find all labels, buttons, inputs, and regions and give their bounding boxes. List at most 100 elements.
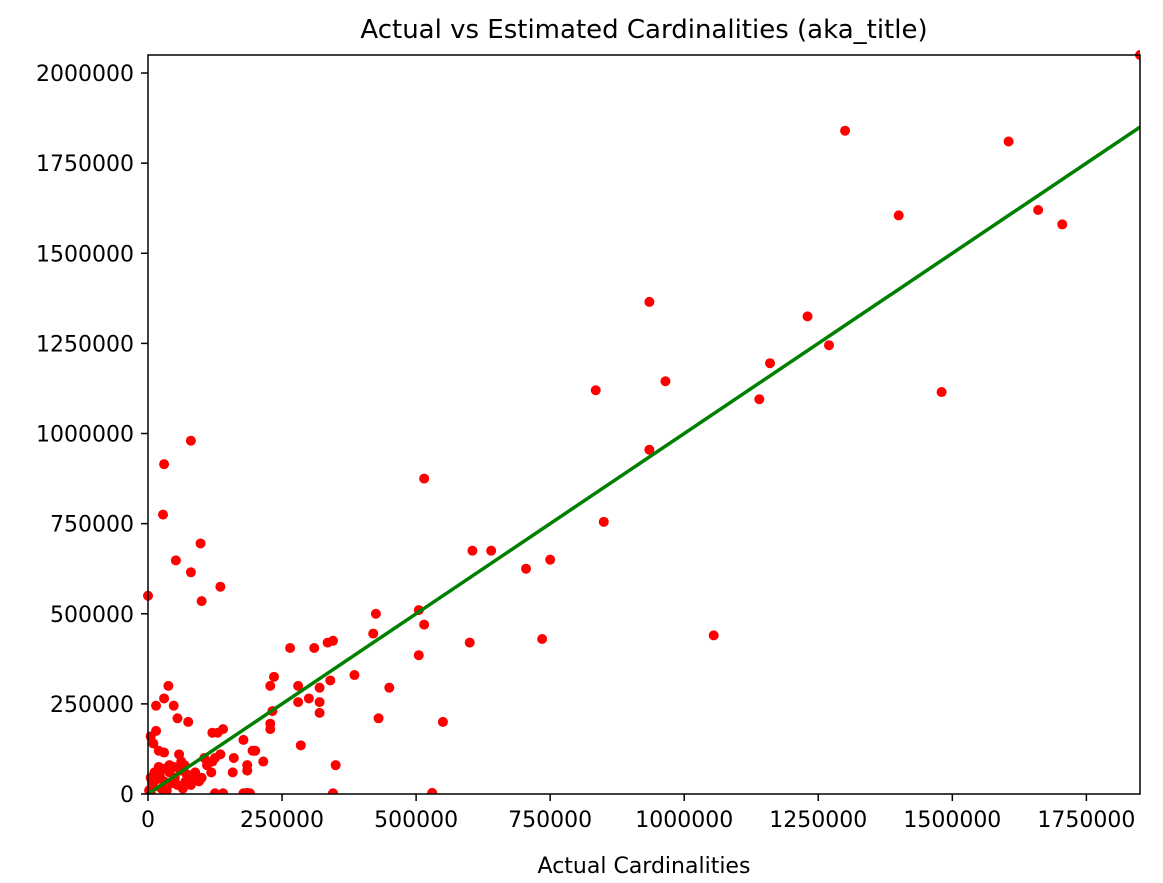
data-point <box>314 697 325 708</box>
data-point <box>437 716 448 727</box>
plot-area <box>143 50 1140 794</box>
data-point <box>1057 219 1068 230</box>
x-tick-label: 750000 <box>508 808 592 833</box>
data-point <box>242 765 253 776</box>
x-tick-label: 1750000 <box>1037 808 1135 833</box>
x-tick-label: 1000000 <box>635 808 733 833</box>
data-point <box>545 554 556 565</box>
data-point <box>893 210 904 221</box>
data-point <box>419 473 430 484</box>
data-point <box>309 643 320 654</box>
data-point <box>467 545 478 556</box>
data-point <box>1003 136 1014 147</box>
data-point <box>159 693 170 704</box>
y-tick-label: 1000000 <box>36 423 134 448</box>
data-point <box>660 376 671 387</box>
data-point <box>195 538 206 549</box>
data-point <box>427 787 438 794</box>
data-point <box>349 670 360 681</box>
data-point <box>521 563 532 574</box>
data-point <box>218 788 229 794</box>
data-point <box>802 311 813 322</box>
data-point <box>464 637 475 648</box>
data-point <box>151 700 162 711</box>
data-point <box>419 619 430 630</box>
data-point <box>1033 205 1044 216</box>
data-point <box>384 682 395 693</box>
data-point <box>322 637 333 648</box>
data-point <box>227 767 238 778</box>
data-point <box>325 675 336 686</box>
data-point <box>330 760 341 771</box>
data-point <box>250 745 261 756</box>
data-point <box>303 693 314 704</box>
y-tick-label: 0 <box>120 783 134 808</box>
data-point <box>164 767 175 778</box>
data-point <box>159 747 170 758</box>
data-point <box>206 767 217 778</box>
data-point <box>413 650 424 661</box>
data-point <box>215 581 226 592</box>
data-point <box>598 516 609 527</box>
data-point <box>185 435 196 446</box>
data-point <box>180 776 191 787</box>
data-point <box>163 680 174 691</box>
data-point <box>244 788 255 794</box>
data-point <box>238 734 249 745</box>
y-tick-label: 1500000 <box>36 242 134 267</box>
data-point <box>185 567 196 578</box>
x-axis: 0 250000 500000 750000 1000000 1250000 1500000… <box>141 794 1135 833</box>
data-point <box>537 633 548 644</box>
data-point <box>207 727 218 738</box>
y-tick-label: 1750000 <box>36 152 134 177</box>
data-point <box>765 358 776 369</box>
x-tick-label: 1500000 <box>903 808 1001 833</box>
data-point <box>265 724 276 735</box>
y-tick-label: 750000 <box>50 513 134 538</box>
data-point <box>327 788 338 794</box>
data-point <box>840 125 851 136</box>
data-point <box>183 716 194 727</box>
data-point <box>644 296 655 307</box>
fit-line-layer <box>147 125 1140 794</box>
data-point <box>314 682 325 693</box>
data-point <box>161 785 172 794</box>
data-points <box>143 50 1140 794</box>
data-point <box>176 756 187 767</box>
data-point <box>936 387 947 398</box>
data-point <box>295 740 306 751</box>
data-point <box>147 778 158 789</box>
data-point <box>158 509 169 520</box>
x-axis-label: Actual Cardinalities <box>538 854 751 879</box>
data-point <box>168 700 179 711</box>
data-point <box>314 707 325 718</box>
data-point <box>196 596 207 607</box>
data-point <box>708 630 719 641</box>
data-point <box>258 756 269 767</box>
data-point <box>590 385 601 396</box>
chart-title: Actual vs Estimated Cardinalities (aka_t… <box>360 15 927 45</box>
data-point <box>154 770 165 781</box>
data-point <box>373 713 384 724</box>
data-point <box>265 680 276 691</box>
data-point <box>172 713 183 724</box>
y-tick-label: 250000 <box>50 693 134 718</box>
data-point <box>190 767 201 778</box>
data-point <box>368 628 379 639</box>
y-tick-label: 1250000 <box>36 332 134 357</box>
data-point <box>170 555 181 566</box>
x-tick-label: 500000 <box>374 808 458 833</box>
data-point <box>754 394 765 405</box>
data-point <box>486 545 497 556</box>
data-point <box>370 608 381 619</box>
data-point <box>148 738 159 749</box>
data-point <box>823 340 834 351</box>
y-tick-label: 500000 <box>50 603 134 628</box>
data-point <box>210 788 221 794</box>
fit-line <box>147 125 1140 794</box>
x-tick-label: 0 <box>141 808 155 833</box>
data-point <box>228 752 239 763</box>
y-tick-label: 2000000 <box>36 62 134 87</box>
data-point <box>293 697 304 708</box>
